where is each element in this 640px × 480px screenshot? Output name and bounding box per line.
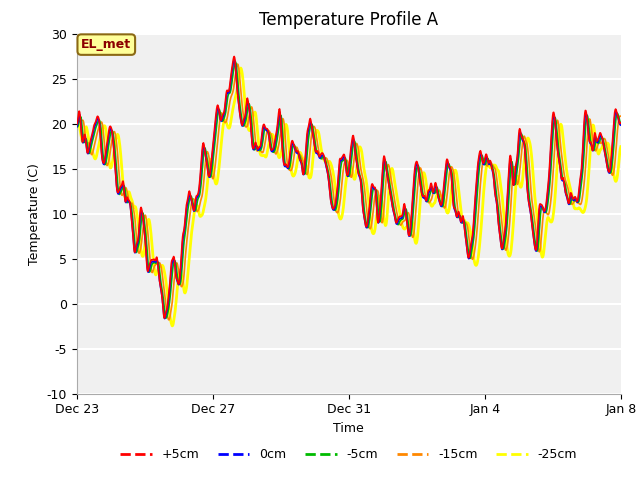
Text: EL_met: EL_met bbox=[81, 38, 131, 51]
Y-axis label: Temperature (C): Temperature (C) bbox=[28, 163, 41, 264]
Title: Temperature Profile A: Temperature Profile A bbox=[259, 11, 438, 29]
X-axis label: Time: Time bbox=[333, 422, 364, 435]
Legend: +5cm, 0cm, -5cm, -15cm, -25cm: +5cm, 0cm, -5cm, -15cm, -25cm bbox=[115, 443, 582, 466]
